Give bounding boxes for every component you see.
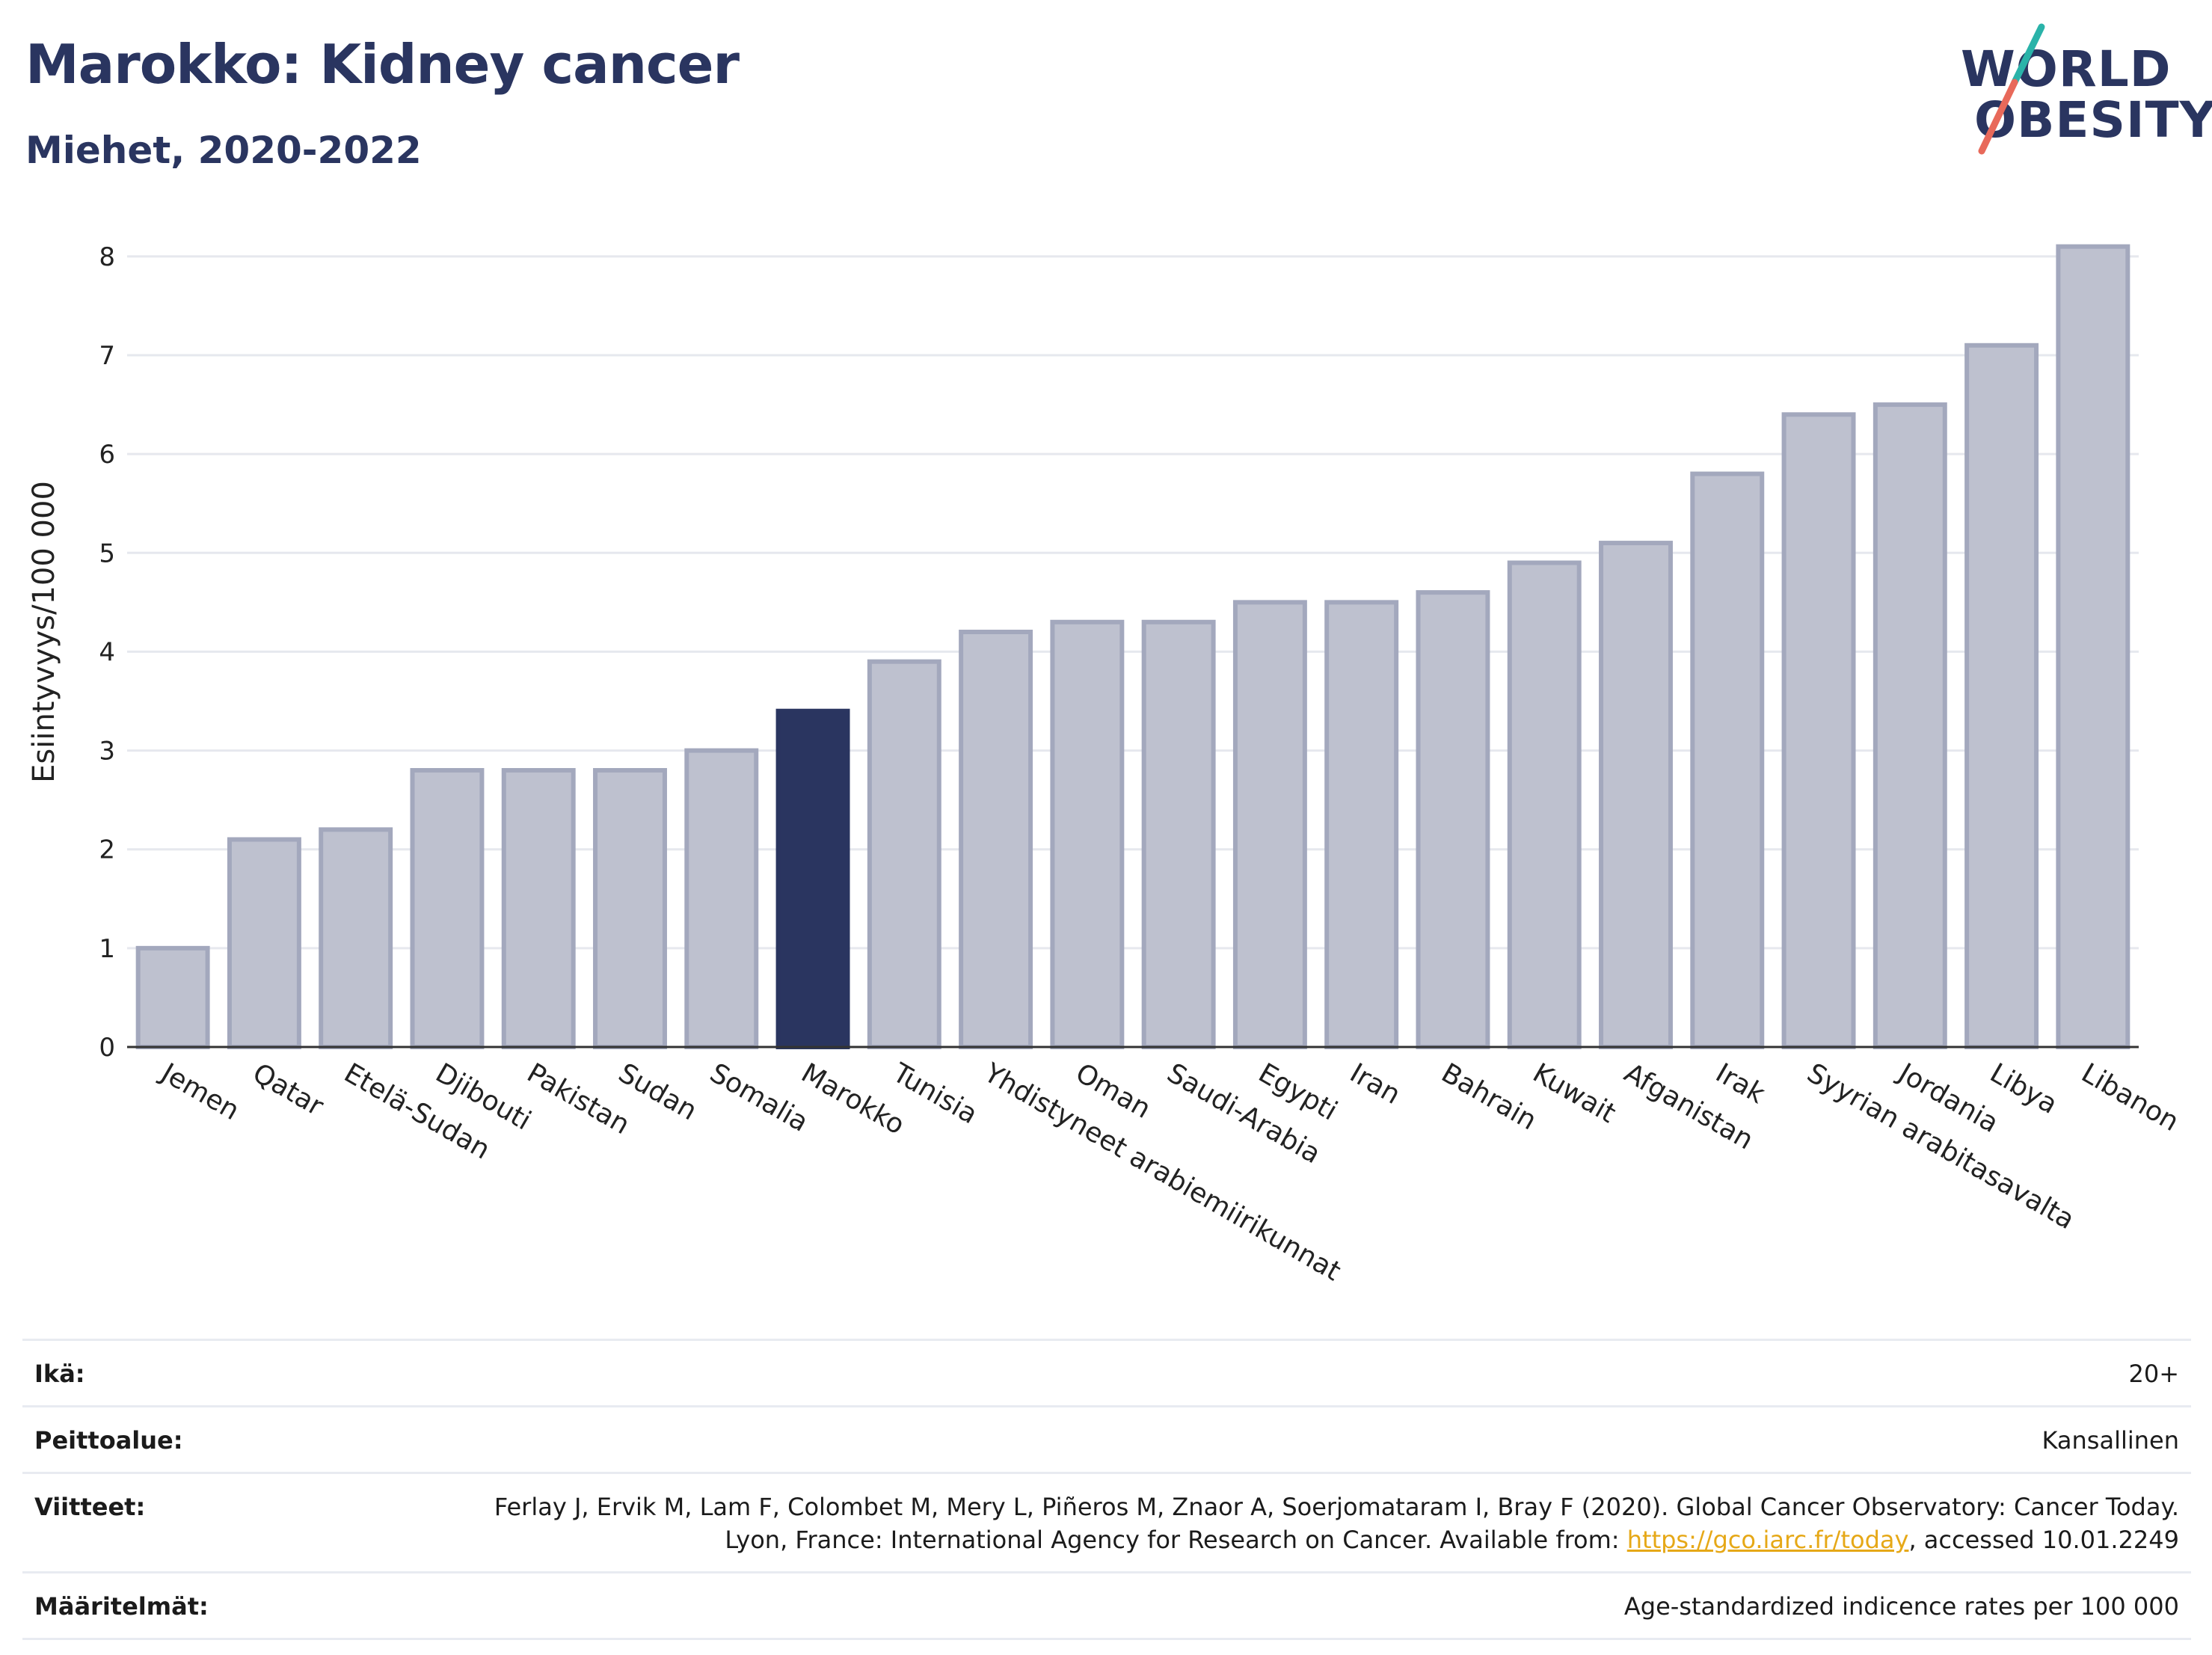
reference-link[interactable]: https://gco.iarc.fr/today (1626, 1526, 1909, 1554)
y-tick-label: 5 (99, 538, 115, 568)
bar-jemen (135, 945, 210, 1049)
x-tick-label: Kuwait (1528, 1057, 1621, 1129)
meta-row-definitions: Määritelmät: Age-standardized indicence … (22, 1571, 2191, 1640)
bar-somalia (684, 748, 759, 1049)
y-tick-label: 0 (99, 1033, 115, 1063)
logo-slash-icon (1978, 23, 2045, 155)
bar-marokko (775, 708, 850, 1049)
reference-accessed: , accessed 10.01.2249 (1908, 1526, 2179, 1554)
bar-syyrian-arabitasavalta (1781, 412, 1856, 1049)
y-tick-label: 2 (99, 835, 115, 865)
x-tick-label: Iran (1345, 1057, 1405, 1111)
bar-libanon (2056, 244, 2130, 1050)
y-tick-label: 8 (99, 242, 115, 272)
meta-key: Peittoalue: (34, 1426, 183, 1455)
reference-text: Ferlay J, Ervik M, Lam F, Colombet M, Me… (494, 1493, 2179, 1554)
x-tick-label: Bahrain (1436, 1057, 1541, 1136)
x-tick-label: Somalia (704, 1057, 813, 1138)
bar-oman (1050, 619, 1125, 1049)
y-tick-label: 3 (99, 737, 115, 767)
bar-egypti (1232, 600, 1307, 1049)
bar-bahrain (1416, 590, 1490, 1049)
bar-tunisia (867, 659, 941, 1049)
bar-chart: 0 1 2 3 4 5 6 7 8 Jemen Qatar Etelä-SudanDjiboutiP… (27, 242, 2184, 1287)
y-tick-label: 1 (99, 934, 115, 964)
bar-kuwait (1507, 560, 1582, 1049)
bar-etelä-sudan (319, 827, 393, 1049)
x-tick-label: Qatar (248, 1057, 328, 1122)
meta-row-age: Ikä: 20+ (22, 1339, 2191, 1405)
bar-pakistan (501, 768, 576, 1049)
meta-row-coverage: Peittoalue: Kansallinen (22, 1405, 2191, 1472)
y-tick-label: 7 (99, 341, 115, 371)
bar-iran (1324, 600, 1399, 1049)
bar-sudan (593, 768, 667, 1049)
chart-title: Marokko: Kidney cancer (25, 33, 740, 96)
bar-irak (1690, 471, 1765, 1050)
meta-key: Määritelmät: (34, 1592, 209, 1621)
bar-qatar (227, 837, 301, 1049)
logo-word-world: WORLD (1961, 40, 2172, 98)
bar-libya (1964, 343, 2039, 1050)
y-tick-label: 4 (99, 637, 115, 667)
metadata-table: Ikä: 20+ Peittoalue: Kansallinen Viittee… (22, 1339, 2191, 1640)
bar-yhdistyneet-arabiemiirikunnat (959, 630, 1033, 1049)
bars (135, 244, 2130, 1050)
x-tick-label: Pakistan (522, 1057, 635, 1140)
meta-value: Age-standardized indicence rates per 100… (1623, 1592, 2179, 1621)
bar-saudi-arabia (1141, 619, 1216, 1049)
world-obesity-logo: WORLD OBESITY (1952, 21, 2212, 163)
logo-word-obesity: OBESITY (1974, 91, 2212, 149)
meta-row-references: Viitteet: Ferlay J, Ervik M, Lam F, Colo… (22, 1472, 2191, 1571)
meta-value: Kansallinen (2042, 1426, 2179, 1455)
x-tick-label: Marokko (796, 1057, 910, 1140)
chart-subtitle: Miehet, 2020-2022 (25, 129, 422, 172)
x-tick-label: Irak (1710, 1057, 1770, 1110)
bar-jordania (1872, 402, 1947, 1050)
y-axis-ticks: 0 1 2 3 4 5 6 7 8 (99, 242, 115, 1063)
bar-djibouti (410, 768, 485, 1049)
x-tick-label: Saudi-Arabia (1162, 1057, 1326, 1170)
meta-key: Ikä: (34, 1360, 85, 1388)
x-axis-labels: Jemen Qatar Etelä-SudanDjiboutiPakistanSud… (155, 1057, 2184, 1287)
meta-key: Viitteet: (34, 1493, 146, 1521)
bar-afganistan (1599, 541, 1673, 1050)
y-axis-label: Esiintyvyys/100 000 (27, 481, 61, 783)
meta-value: Ferlay J, Ervik M, Lam F, Colombet M, Me… (459, 1490, 2179, 1556)
y-tick-label: 6 (99, 440, 115, 470)
x-tick-label: Libanon (2076, 1057, 2184, 1137)
meta-value: 20+ (2128, 1360, 2179, 1388)
x-tick-label: Jemen (155, 1057, 245, 1126)
